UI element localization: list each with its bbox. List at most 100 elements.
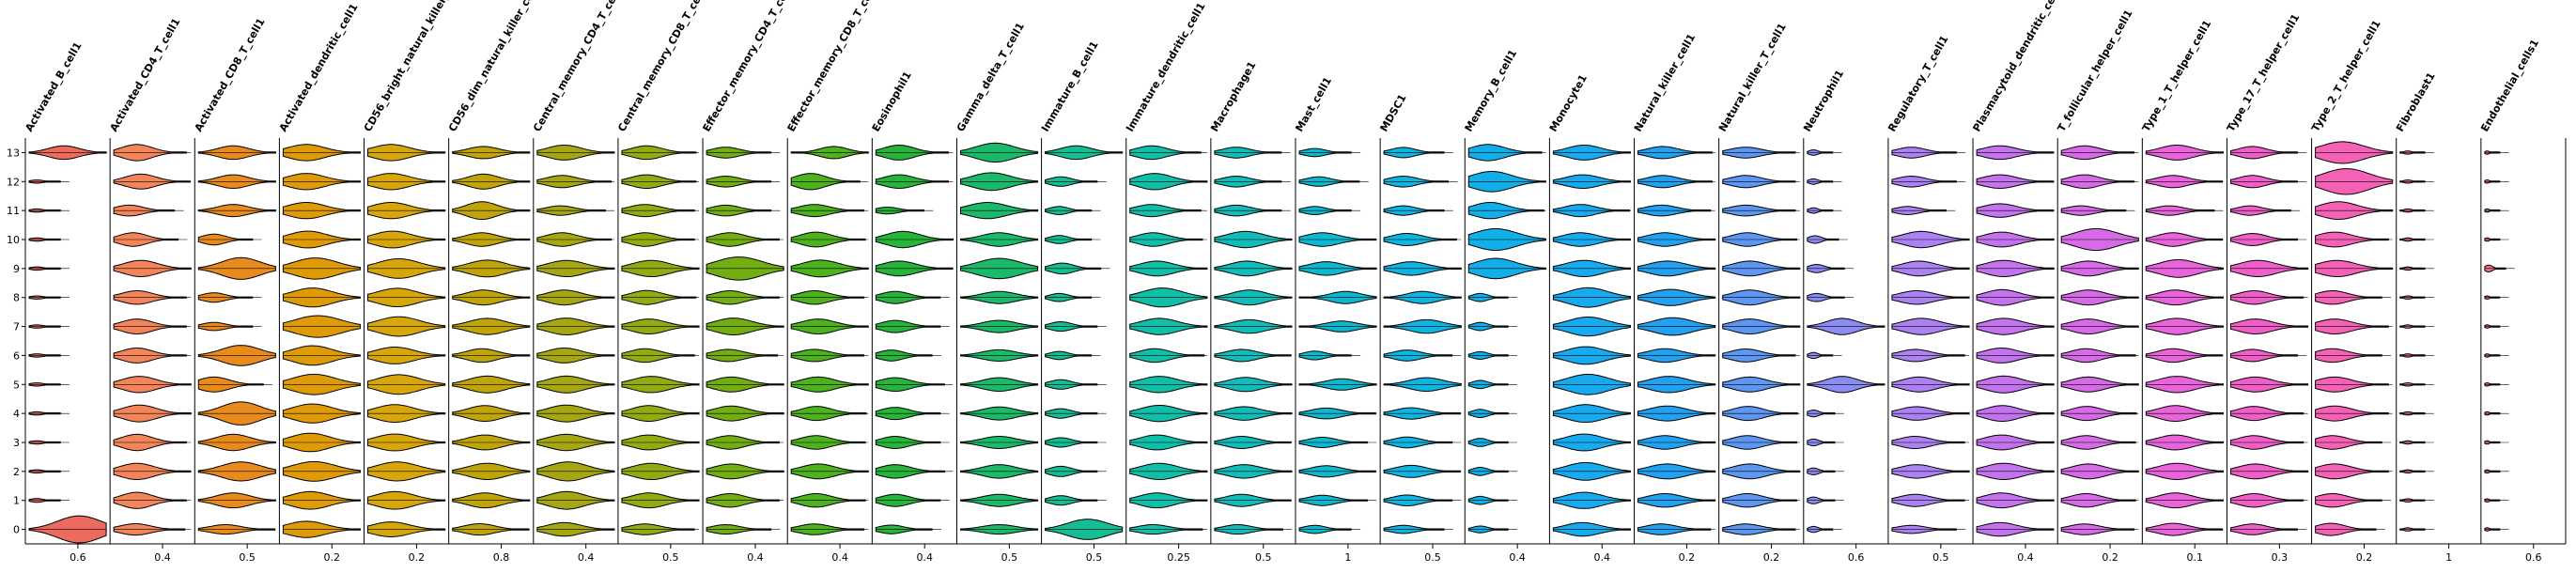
x-tick-label: 0.2	[409, 551, 426, 564]
cluster-label: 5	[13, 379, 20, 391]
column-label: Neutrophil1	[1801, 68, 1846, 133]
cluster-label: 13	[7, 147, 20, 159]
column-label: Mast_cell1	[1293, 75, 1334, 134]
column-label: Type_1_T_helper_cell1	[2140, 18, 2214, 133]
cluster-label: 6	[13, 349, 20, 362]
violin-column: Central_memory_CD4_T_cell1 0.4	[531, 0, 626, 564]
violin-column: Plasmacytoid_dendritic_cell1 0.4	[1970, 0, 2065, 564]
x-tick-label: 0.3	[2272, 551, 2289, 564]
violin-column: Regulatory_T_cell1 0.5	[1885, 34, 1974, 564]
violin-column: Activated_CD4_T_cell1 0.4	[107, 16, 195, 564]
violin-column: Immature_B_cell1 0.5	[1039, 39, 1127, 564]
x-tick-label: 0.4	[916, 551, 933, 564]
violin-column: Natural_killer_T_cell1 0.2	[1716, 22, 1805, 564]
violin-column: CD56_dim_natural_killer_cell1 0.8	[446, 0, 543, 564]
violin-column: Macrophage1 0.5	[1208, 59, 1296, 564]
column-label: MDSC1	[1377, 92, 1408, 133]
cluster-label: 9	[13, 263, 20, 275]
column-label: Plasmacytoid_dendritic_cell1	[1970, 0, 2065, 134]
violin-column: Endothelial_cells1 0.6	[2478, 38, 2567, 564]
column-label: CD56_dim_natural_killer_cell1	[446, 0, 543, 134]
x-tick-label: 0.4	[1594, 551, 1611, 564]
x-tick-label: 0.2	[1763, 551, 1780, 564]
column-label: Effector_memory_CD8_T_cell1	[785, 0, 882, 134]
column-label: Monocyte1	[1547, 72, 1590, 133]
cluster-label: 0	[13, 524, 20, 536]
x-tick-label: 0.4	[1509, 551, 1526, 564]
x-tick-label: 0.1	[2186, 551, 2203, 564]
column-label: T_follicular_helper_cell1	[2056, 8, 2135, 133]
column-label: CD56_bright_natural_killer_cell1	[362, 0, 465, 134]
violin-column: Activated_dendritic_cell1 0.2	[277, 2, 365, 564]
column-label: Central_memory_CD8_T_cell1	[615, 0, 710, 133]
violin-column: Gamma_delta_T_cell1 0.5	[954, 21, 1043, 564]
violin-column: Neutrophil1 0.6	[1801, 68, 1889, 564]
column-label: Macrophage1	[1208, 59, 1258, 133]
column-label: Memory_B_cell1	[1463, 48, 1520, 134]
cluster-label: 1	[13, 495, 20, 507]
column-label: Fibroblast1	[2394, 70, 2438, 134]
x-tick-label: 0.2	[1679, 551, 1696, 564]
column-label: Immature_B_cell1	[1039, 39, 1101, 134]
column-label: Activated_CD4_T_cell1	[107, 16, 182, 133]
violin-column: CD56_bright_natural_killer_cell1 0.2	[362, 0, 465, 564]
x-tick-label: 0.4	[154, 551, 171, 564]
violin-column: Effector_memory_CD4_T_cell1 0.4	[700, 0, 797, 564]
column-label: Activated_dendritic_cell1	[277, 2, 361, 134]
column-label: Central_memory_CD4_T_cell1	[531, 0, 626, 133]
cluster-label: 11	[7, 205, 20, 217]
x-tick-label: 0.5	[239, 551, 256, 564]
x-tick-label: 0.5	[1001, 551, 1018, 564]
cluster-label: 8	[13, 292, 20, 304]
plot-area: 012345678910111213Activated_B_cell10.6Ac…	[7, 0, 2567, 564]
cluster-label: 4	[13, 408, 20, 420]
x-tick-label: 0.4	[578, 551, 595, 564]
column-label: Type_2_T_helper_cell1	[2309, 18, 2383, 133]
violin-column: Type_1_T_helper_cell1 0.1	[2140, 18, 2227, 564]
x-tick-label: 0.4	[831, 551, 848, 564]
cluster-label: 10	[7, 234, 20, 246]
cluster-label: 7	[13, 321, 20, 333]
violin-column: Natural_killer_cell1 0.2	[1632, 32, 1720, 564]
cluster-label: 12	[7, 176, 20, 188]
column-label: Immature_dendritic_cell1	[1124, 1, 1207, 134]
violin-column: Activated_CD8_T_cell1 0.5	[193, 16, 280, 564]
violin-column: Monocyte1 0.4	[1547, 72, 1636, 564]
violin-column: T_follicular_helper_cell1 0.2	[2056, 8, 2143, 564]
x-tick-label: 0.5	[662, 551, 679, 564]
x-tick-label: 1	[2445, 551, 2452, 564]
x-tick-label: 0.2	[2102, 551, 2118, 564]
x-tick-label: 1	[1344, 551, 1351, 564]
cluster-label: 3	[13, 437, 20, 449]
violin-column: Eosinophil1 0.4	[870, 70, 957, 564]
x-tick-label: 0.8	[493, 551, 510, 564]
cluster-label: 2	[13, 466, 20, 478]
violin-column: Memory_B_cell1 0.4	[1463, 48, 1550, 564]
x-tick-label: 0.4	[2017, 551, 2034, 564]
violin-column: Mast_cell1 1	[1293, 75, 1381, 564]
x-tick-label: 0.5	[1086, 551, 1103, 564]
x-tick-label: 0.5	[1255, 551, 1272, 564]
x-tick-label: 0.25	[1167, 551, 1190, 564]
x-tick-label: 0.6	[70, 551, 86, 564]
column-label: Regulatory_T_cell1	[1885, 34, 1950, 134]
column-label: Gamma_delta_T_cell1	[954, 21, 1027, 134]
x-tick-label: 0.6	[1848, 551, 1865, 564]
violin-column: Fibroblast1 1	[2394, 70, 2482, 564]
violin-column: Activated_B_cell1 0.6	[23, 40, 111, 564]
x-tick-label: 0.2	[2356, 551, 2373, 564]
column-label: Eosinophil1	[870, 70, 914, 134]
column-label: Natural_killer_cell1	[1632, 32, 1698, 134]
column-label: Activated_B_cell1	[23, 40, 84, 134]
violin-column: Central_memory_CD8_T_cell1 0.5	[615, 0, 710, 564]
violin-column: Type_2_T_helper_cell1 0.2	[2309, 18, 2398, 564]
x-tick-label: 0.5	[1932, 551, 1949, 564]
violin-column: Immature_dendritic_cell1 0.25	[1124, 1, 1212, 564]
column-label: Endothelial_cells1	[2478, 38, 2541, 134]
x-tick-label: 0.2	[324, 551, 341, 564]
x-tick-label: 0.4	[747, 551, 764, 564]
violin-column: MDSC1 0.5	[1377, 92, 1466, 564]
column-label: Type_17_T_helper_cell1	[2225, 12, 2303, 134]
violin-column: Effector_memory_CD8_T_cell1 0.4	[785, 0, 882, 564]
